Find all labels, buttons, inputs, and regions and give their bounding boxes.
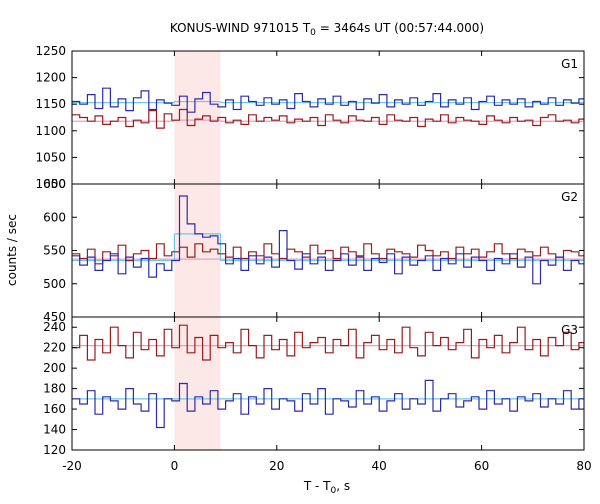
xtick-label: 40	[372, 459, 387, 473]
g1-series-red	[72, 108, 584, 129]
g3-ytick-label: 160	[43, 402, 66, 416]
g2-ytick-label: 650	[43, 177, 66, 191]
g2-ytick-label: 550	[43, 244, 66, 258]
g3-ytick-label: 120	[43, 443, 66, 457]
panel-label-g2: G2	[561, 190, 578, 204]
g3-ytick-label: 220	[43, 341, 66, 355]
g2-ytick-label: 450	[43, 310, 66, 324]
panel-label-g3: G3	[561, 323, 578, 337]
g1-ytick-label: 1000	[35, 177, 66, 191]
xtick-label: 80	[576, 459, 591, 473]
g1-ytick-label: 1200	[35, 71, 66, 85]
xtick-label: 20	[269, 459, 284, 473]
chart-title: KONUS-WIND 971015 T0 = 3464s UT (00:57:4…	[170, 21, 484, 38]
panel-label-g1: G1	[561, 57, 578, 71]
plot-area: 100010501100115012001250G145050055060065…	[35, 44, 591, 473]
g2-ytick-label: 500	[43, 277, 66, 291]
g3-panel-frame	[71, 316, 585, 451]
g3-ytick-label: 140	[43, 423, 66, 437]
g1-ytick-label: 1150	[35, 97, 66, 111]
g2-series-red	[72, 243, 584, 265]
g3-series-blue	[72, 379, 584, 429]
g1-ytick-label: 1050	[35, 150, 66, 164]
xtick-label: 60	[474, 459, 489, 473]
x-axis-label: T - T0, s	[303, 479, 350, 496]
g1-ytick-label: 1250	[35, 44, 66, 58]
y-axis-label: counts / sec	[5, 214, 19, 286]
g1-ytick-label: 1100	[35, 124, 66, 138]
g3-ytick-label: 200	[43, 361, 66, 375]
g2-ytick-label: 600	[43, 210, 66, 224]
g1-series-blue	[72, 87, 584, 113]
g3-ytick-label: 240	[43, 320, 66, 334]
xtick-label: 0	[171, 459, 179, 473]
g2-series-blue	[72, 195, 584, 285]
g3-ytick-label: 180	[43, 382, 66, 396]
xtick-label: -20	[62, 459, 82, 473]
g3-series-red	[72, 324, 584, 361]
